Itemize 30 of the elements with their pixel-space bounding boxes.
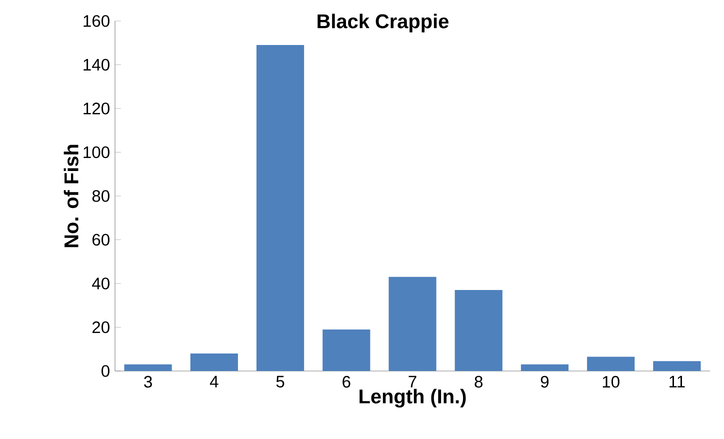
- y-tick-label: 160: [84, 15, 110, 27]
- x-tick-label: 7: [408, 376, 416, 388]
- y-tick-label: 0: [102, 365, 110, 377]
- x-tick-label: 5: [276, 376, 284, 388]
- y-tick-label: 40: [92, 278, 110, 290]
- y-tick-label: 120: [84, 102, 110, 114]
- bar: [454, 290, 502, 371]
- y-tick-label: 140: [84, 58, 110, 71]
- x-axis-title: Length (In.): [360, 388, 466, 408]
- bar: [653, 361, 701, 371]
- y-axis-title: No. of Fish: [64, 144, 78, 248]
- y-tick-label: 100: [84, 146, 110, 158]
- x-tick-label: 8: [474, 376, 483, 388]
- bar: [322, 329, 370, 371]
- bar: [388, 276, 436, 371]
- x-tick-label: 9: [540, 376, 549, 388]
- bar: [520, 364, 569, 371]
- x-tick-label: 6: [342, 376, 350, 388]
- bar: [190, 354, 238, 371]
- y-tick-label: 60: [92, 234, 110, 246]
- y-tick-label: 80: [92, 190, 110, 202]
- bar: [587, 356, 635, 371]
- chart-title: Black Crappie: [318, 14, 448, 32]
- x-tick-label: 11: [670, 376, 685, 388]
- x-tick-label: 10: [602, 376, 620, 388]
- bar: [124, 364, 172, 371]
- x-tick-label: 4: [210, 376, 218, 388]
- x-tick-label: 3: [144, 376, 152, 388]
- bar: [256, 45, 304, 371]
- y-tick-label: 20: [92, 321, 110, 334]
